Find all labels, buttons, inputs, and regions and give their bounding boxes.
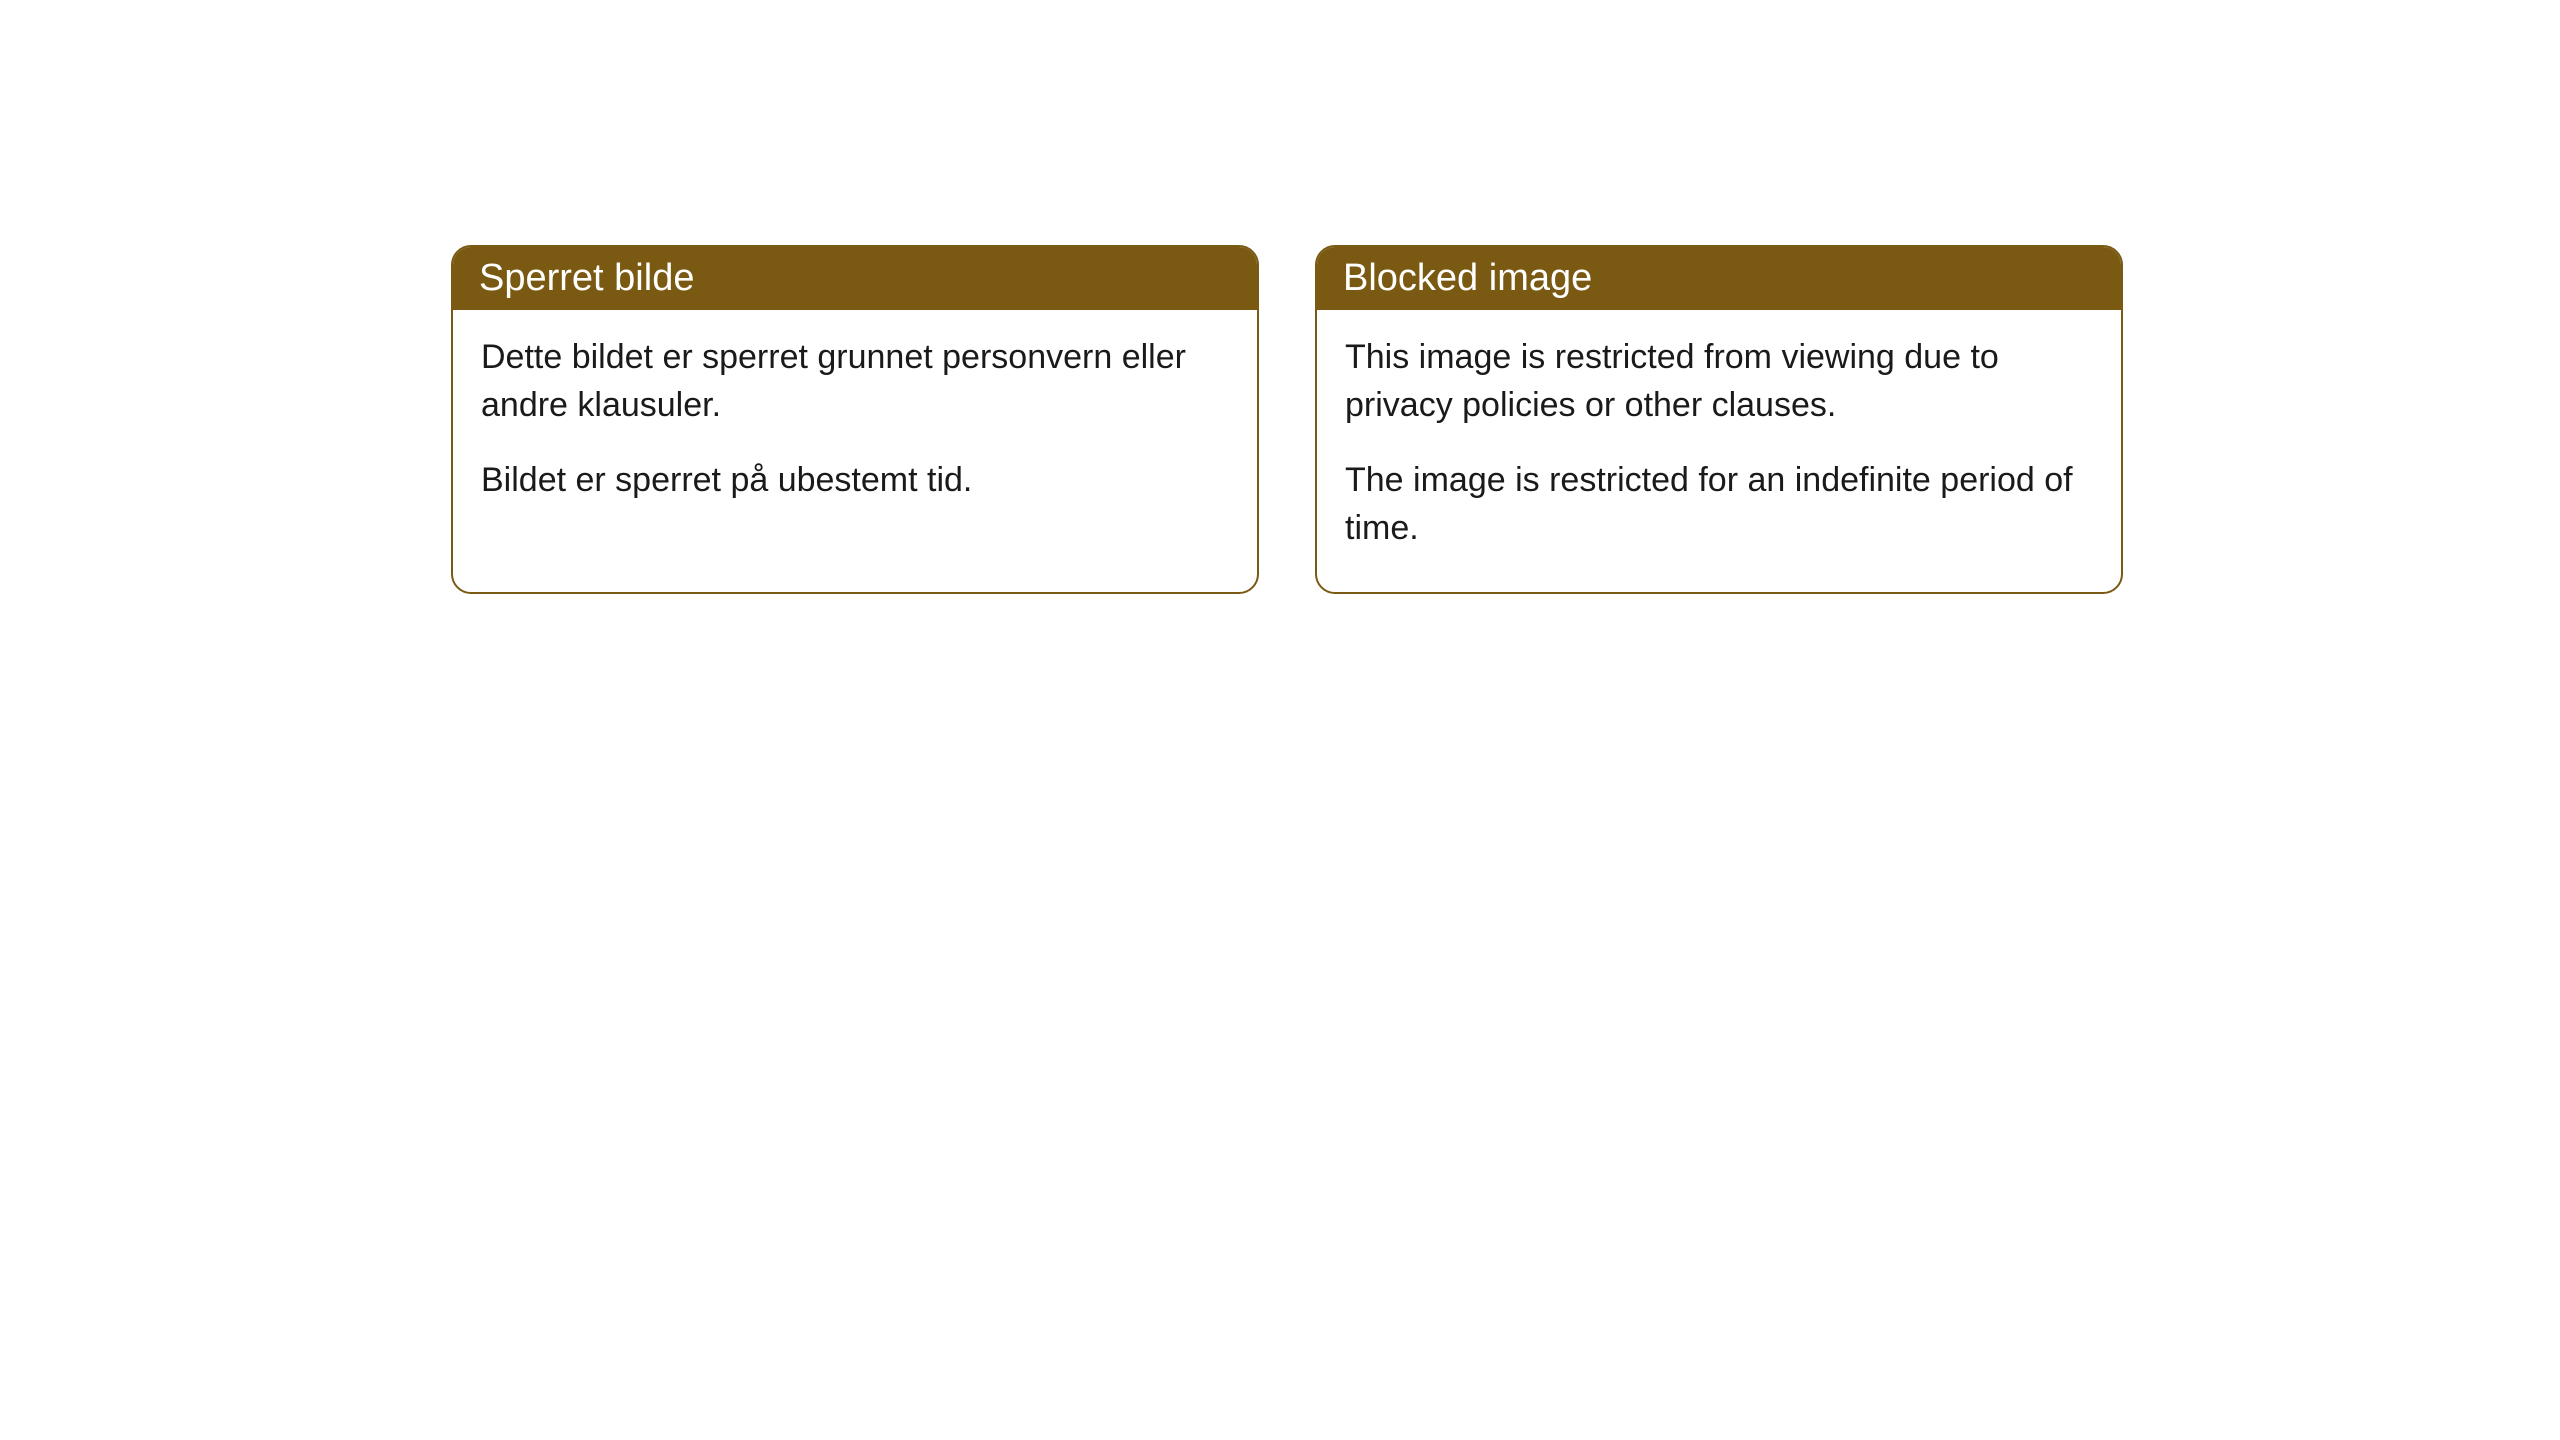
card-paragraph-1: This image is restricted from viewing du…: [1345, 334, 2093, 429]
card-body: This image is restricted from viewing du…: [1317, 310, 2121, 592]
blocked-image-card-norwegian: Sperret bilde Dette bildet er sperret gr…: [451, 245, 1259, 594]
card-paragraph-2: The image is restricted for an indefinit…: [1345, 457, 2093, 552]
card-header: Blocked image: [1317, 247, 2121, 310]
card-title: Blocked image: [1343, 257, 1592, 299]
card-header: Sperret bilde: [453, 247, 1257, 310]
card-paragraph-1: Dette bildet er sperret grunnet personve…: [481, 334, 1229, 429]
card-body: Dette bildet er sperret grunnet personve…: [453, 310, 1257, 545]
cards-container: Sperret bilde Dette bildet er sperret gr…: [451, 245, 2123, 594]
card-title: Sperret bilde: [479, 257, 694, 299]
blocked-image-card-english: Blocked image This image is restricted f…: [1315, 245, 2123, 594]
card-paragraph-2: Bildet er sperret på ubestemt tid.: [481, 457, 1229, 505]
